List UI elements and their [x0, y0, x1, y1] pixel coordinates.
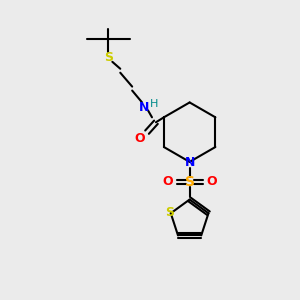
- Text: O: O: [135, 132, 146, 145]
- Text: S: S: [165, 206, 174, 219]
- Text: S: S: [104, 51, 113, 64]
- Text: N: N: [139, 101, 149, 114]
- Text: O: O: [206, 175, 217, 188]
- Text: S: S: [184, 175, 195, 189]
- Text: H: H: [150, 99, 158, 110]
- Text: N: N: [184, 156, 195, 170]
- Text: O: O: [163, 175, 173, 188]
